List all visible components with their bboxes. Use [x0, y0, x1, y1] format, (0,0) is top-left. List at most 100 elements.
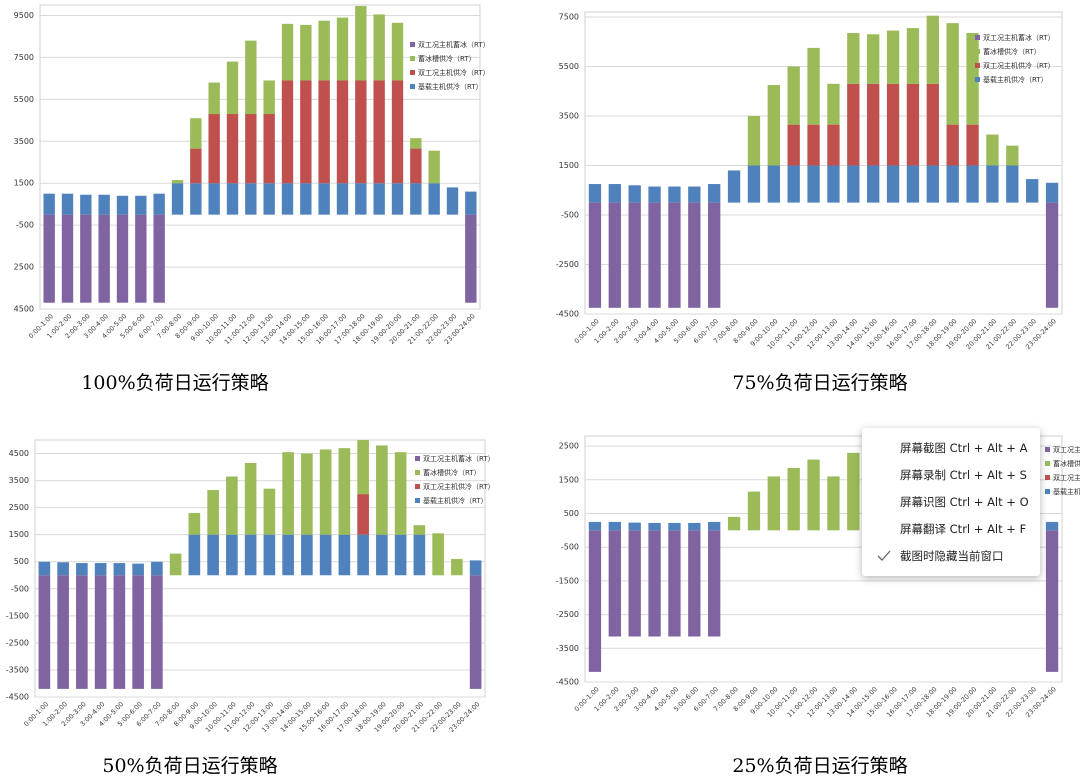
legend-swatch	[415, 470, 420, 475]
bar	[281, 80, 294, 184]
legend-label: 双工况主机蓄冰（RT）	[1053, 445, 1080, 454]
bar	[80, 194, 92, 215]
bar	[432, 533, 444, 576]
legend-swatch	[1045, 489, 1050, 494]
y-tick-label: -1500	[6, 611, 29, 620]
bar	[300, 24, 312, 81]
legend-swatch	[415, 498, 420, 503]
bar	[668, 530, 681, 637]
y-tick-label: 3500	[559, 111, 579, 120]
legend-label: 蓄冰槽供冷（RT）	[983, 47, 1041, 56]
bar	[244, 534, 257, 576]
bar	[336, 17, 349, 81]
bar	[391, 22, 404, 81]
bar	[1045, 521, 1059, 531]
bar	[245, 114, 257, 184]
bar	[190, 183, 202, 215]
bar	[169, 553, 182, 576]
bar	[867, 83, 880, 166]
y-tick-label: 4500	[9, 449, 29, 458]
bar	[413, 525, 426, 535]
bar	[588, 530, 602, 672]
bar	[226, 183, 239, 215]
y-tick-label: 1500	[559, 475, 579, 484]
y-tick-label: -500	[16, 221, 34, 230]
bar	[1045, 182, 1059, 203]
bar	[226, 61, 239, 115]
menu-item[interactable]: 屏幕截图 Ctrl + Alt + A	[900, 441, 1028, 455]
bar	[357, 534, 369, 576]
bar	[94, 575, 107, 689]
y-tick-label: -500	[11, 584, 29, 593]
y-tick-label: 5500	[559, 62, 579, 71]
bar	[57, 575, 69, 689]
bar	[188, 534, 201, 576]
y-tick-label: -3500	[6, 665, 29, 674]
bar	[446, 187, 459, 215]
bar	[1026, 179, 1039, 203]
bar	[451, 559, 463, 576]
legend-label: 双工况主机供冷（RT）	[983, 61, 1055, 70]
bar	[608, 521, 621, 531]
legend-label: 双工况主机蓄冰（RT）	[983, 33, 1055, 42]
bar	[1045, 530, 1059, 672]
menu-item[interactable]: 屏幕识图 Ctrl + Alt + O	[900, 495, 1029, 509]
bar	[355, 80, 367, 184]
y-tick-label: -500	[561, 543, 579, 552]
bar	[338, 534, 351, 576]
bar	[80, 214, 92, 303]
bar	[318, 80, 330, 184]
bar	[847, 165, 860, 203]
bar	[153, 193, 165, 215]
bar	[116, 195, 129, 215]
bar	[373, 183, 385, 215]
y-tick-label: 4500	[14, 305, 34, 314]
bar	[98, 214, 110, 303]
bar	[906, 28, 920, 84]
legend-swatch	[410, 84, 415, 89]
y-tick-label: 7500	[559, 12, 579, 21]
bar	[926, 83, 939, 166]
bar	[628, 522, 641, 531]
menu-item[interactable]: 截图时隐藏当前窗口	[900, 549, 1004, 563]
bar	[61, 193, 74, 215]
bar	[132, 563, 144, 576]
bar	[338, 448, 351, 535]
y-tick-label: 1500	[9, 530, 29, 539]
bar	[668, 522, 681, 531]
legend-swatch	[975, 49, 980, 54]
bar	[946, 165, 959, 203]
bar	[827, 165, 840, 203]
bar	[727, 170, 741, 203]
legend-swatch	[1045, 447, 1050, 452]
bar	[394, 452, 407, 535]
bar	[906, 83, 920, 166]
bar	[319, 449, 332, 535]
bar	[648, 202, 661, 308]
bar	[116, 214, 129, 303]
y-tick-label: -500	[561, 210, 579, 219]
bar	[747, 491, 761, 531]
bar	[61, 214, 74, 303]
bar	[428, 183, 440, 215]
legend-label: 双工况主机蓄冰（RT）	[423, 454, 495, 463]
bar	[648, 186, 661, 203]
bar	[282, 452, 294, 535]
bar	[926, 15, 939, 84]
y-tick-label: -3500	[556, 644, 579, 653]
bar	[787, 124, 800, 166]
context-menu[interactable]: 屏幕截图 Ctrl + Alt + A 屏幕录制 Ctrl + Alt + S …	[862, 428, 1040, 576]
bar	[1006, 165, 1019, 203]
legend-swatch	[975, 35, 980, 40]
caption: 25%负荷日运行策略	[732, 755, 907, 777]
menu-item[interactable]: 屏幕录制 Ctrl + Alt + S	[900, 468, 1027, 482]
bar	[263, 114, 275, 184]
legend-label: 蓄冰槽供冷（RT）	[418, 54, 476, 63]
y-tick-label: -4500	[556, 310, 579, 319]
menu-item[interactable]: 屏幕翻译 Ctrl + Alt + F	[900, 522, 1027, 536]
legend-swatch	[975, 63, 980, 68]
bar	[787, 468, 800, 531]
bar	[469, 560, 482, 576]
bar	[281, 23, 294, 81]
bar	[708, 530, 721, 637]
